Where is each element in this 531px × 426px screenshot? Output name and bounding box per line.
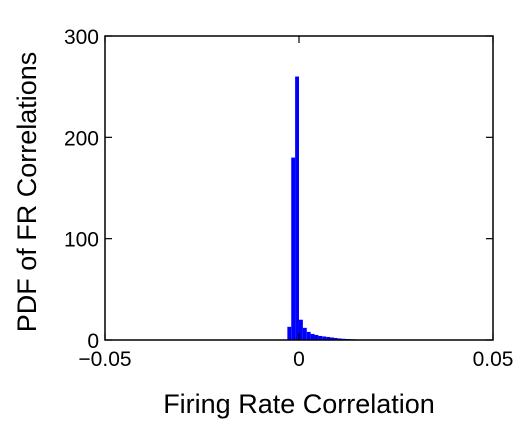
histogram-bar-3: [299, 319, 303, 340]
x-tick-label-0: −0.05: [78, 348, 131, 371]
histogram-bar-2: [295, 76, 299, 341]
histogram-bar-1: [291, 157, 296, 340]
histogram-bar-13: [337, 338, 342, 340]
y-tick-label-1: 100: [64, 229, 99, 252]
plot-frame: [104, 35, 494, 341]
histogram-bar-6: [310, 333, 315, 340]
histogram-bar-10: [326, 336, 331, 340]
histogram-bars: [287, 76, 377, 341]
histogram-bar-9: [322, 336, 327, 340]
y-axis-label: PDF of FR Correlations: [12, 52, 42, 333]
x-tick-label-1: 0: [293, 348, 305, 371]
x-axis-label: Firing Rate Correlation: [163, 389, 435, 419]
y-tick-label-3: 300: [64, 26, 99, 49]
histogram-bar-7: [314, 334, 319, 340]
y-tick-label-0: 0: [87, 330, 99, 353]
histogram-bar-12: [333, 337, 338, 340]
histogram-bar-0: [287, 326, 292, 340]
histogram-bar-8: [318, 335, 323, 340]
histogram-bar-11: [330, 337, 334, 340]
histogram-bar-4: [302, 327, 307, 340]
x-tick-label-2: 0.05: [473, 348, 514, 371]
histogram-bar-5: [306, 331, 311, 340]
y-tick-label-2: 200: [64, 127, 99, 150]
